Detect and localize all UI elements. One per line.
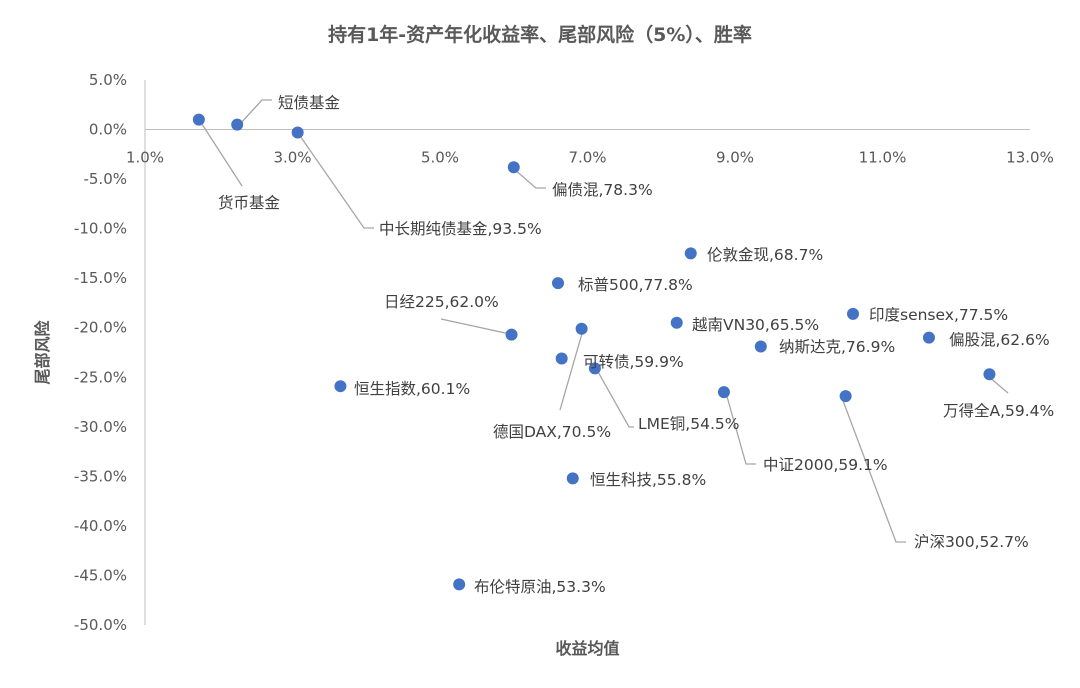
x-tick-label: 3.0% xyxy=(273,149,311,167)
x-tick-label: 1.0% xyxy=(126,149,164,167)
x-tick-label: 9.0% xyxy=(716,149,754,167)
data-point xyxy=(555,352,568,365)
y-tick-label: -35.0% xyxy=(74,467,127,485)
y-tick-label: 5.0% xyxy=(89,71,127,89)
leader-line xyxy=(596,369,634,428)
data-label: 偏股混,62.6% xyxy=(949,331,1050,349)
y-tick-label: -45.0% xyxy=(74,566,127,584)
data-point xyxy=(717,386,730,399)
x-axis-title: 收益均值 xyxy=(555,639,619,658)
data-label: 纳斯达克,76.9% xyxy=(779,338,895,356)
data-label: 日经225,62.0% xyxy=(384,293,499,311)
data-label: 中证2000,59.1% xyxy=(763,456,888,474)
data-point xyxy=(291,126,304,139)
data-point xyxy=(453,578,466,591)
data-label: 恒生指数,60.1% xyxy=(354,380,470,398)
y-tick-label: -40.0% xyxy=(74,517,127,535)
leader-lines xyxy=(199,99,1009,543)
data-point xyxy=(334,380,347,393)
data-point xyxy=(505,328,518,341)
data-point xyxy=(192,113,205,126)
x-tick-label: 11.0% xyxy=(859,149,907,167)
data-point xyxy=(847,307,859,320)
y-tick-label: -20.0% xyxy=(74,319,127,337)
data-label: 万得全A,59.4% xyxy=(943,402,1054,420)
data-label: 可转债,59.9% xyxy=(583,353,684,371)
data-label: 标普500,77.8% xyxy=(578,276,693,294)
data-label: 沪深300,52.7% xyxy=(914,533,1029,551)
chart-title: 持有1年-资产年化收益率、尾部风险（5%）、胜率 xyxy=(328,24,752,46)
leader-line xyxy=(841,397,906,543)
data-point xyxy=(922,331,935,344)
data-point xyxy=(670,316,683,329)
y-tick-label: 0.0% xyxy=(89,121,127,139)
y-tick-label: -15.0% xyxy=(74,269,127,287)
data-label: 印度sensex,77.5% xyxy=(869,306,1008,324)
data-point xyxy=(575,322,588,335)
x-tick-label: 5.0% xyxy=(421,149,459,167)
data-label: 货币基金 xyxy=(218,194,281,212)
data-point xyxy=(684,247,697,260)
data-label: 布伦特原油,53.3% xyxy=(474,578,606,596)
data-point xyxy=(588,362,601,375)
data-label: 短债基金 xyxy=(278,94,341,112)
leader-line xyxy=(513,168,546,189)
data-point xyxy=(507,161,520,174)
leader-line xyxy=(559,329,584,411)
data-point xyxy=(983,368,996,381)
data-point xyxy=(566,472,579,485)
axes: 1.0% 3.0% 5.0% 7.0% 9.0% 11.0% 13.0% 5.0% 0.0% -5… xyxy=(74,71,1054,634)
data-label: 偏债混,78.3% xyxy=(552,181,653,199)
data-point xyxy=(754,340,767,353)
x-tick-label: 7.0% xyxy=(568,149,606,167)
leader-line xyxy=(297,132,374,229)
leader-line xyxy=(239,99,272,125)
data-point xyxy=(839,390,852,403)
data-label: 中长期纯债基金,93.5% xyxy=(379,220,542,238)
data-label: 德国DAX,70.5% xyxy=(493,423,611,441)
y-axis-title: 尾部风险 xyxy=(33,320,52,385)
data-label: LME铜,54.5% xyxy=(638,415,739,433)
data-points xyxy=(192,113,996,591)
leader-line xyxy=(440,318,511,335)
y-tick-label: -25.0% xyxy=(74,368,127,386)
data-label: 伦敦金现,68.7% xyxy=(707,246,823,264)
data-label: 越南VN30,65.5% xyxy=(692,316,819,334)
y-tick-label: -30.0% xyxy=(74,418,127,436)
data-label: 恒生科技,55.8% xyxy=(590,471,706,489)
data-point xyxy=(552,277,564,290)
leader-line xyxy=(725,392,756,465)
data-point xyxy=(231,118,244,131)
x-tick-label: 13.0% xyxy=(1006,149,1054,167)
leader-line xyxy=(199,120,243,187)
y-tick-label: -5.0% xyxy=(83,170,127,188)
y-tick-label: -50.0% xyxy=(74,616,127,634)
y-tick-label: -10.0% xyxy=(74,220,127,238)
